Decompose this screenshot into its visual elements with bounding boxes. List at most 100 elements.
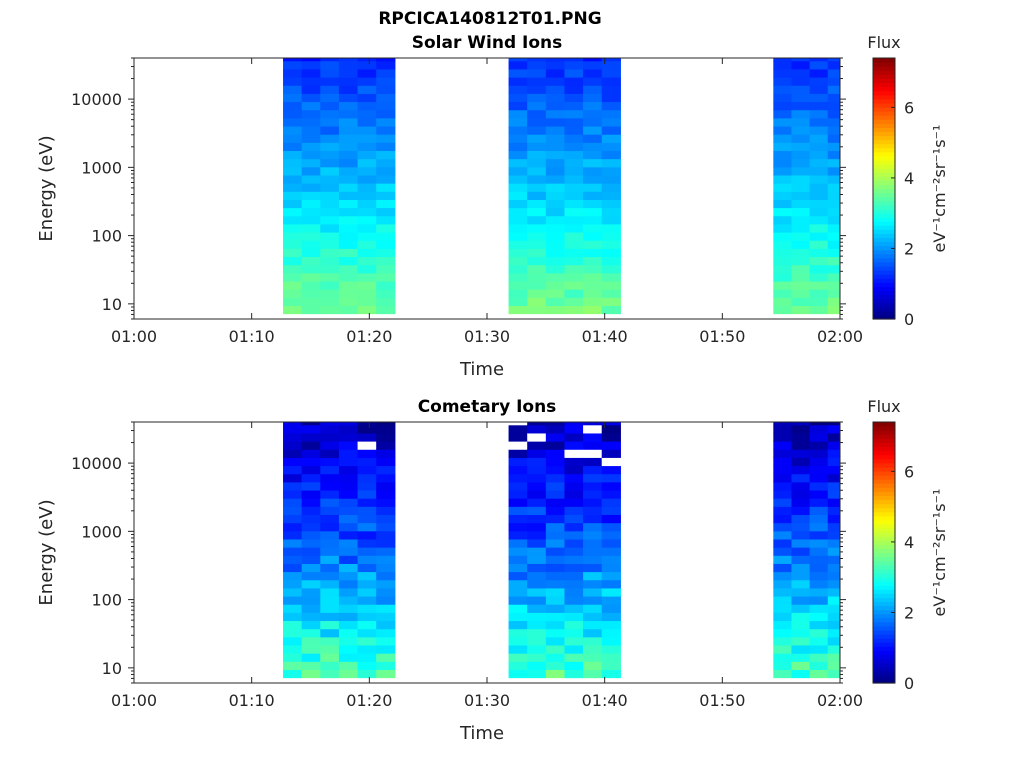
spectrogram-cell: [357, 101, 377, 111]
spectrogram-cell: [283, 68, 303, 78]
spectrogram-cell: [338, 489, 359, 499]
spectrogram-cell: [527, 240, 547, 249]
colorbar-segment: [873, 274, 895, 279]
spectrogram-cell: [583, 669, 603, 679]
spectrogram-cell: [601, 449, 621, 458]
spectrogram-cell: [527, 571, 547, 581]
spectrogram-cell: [601, 563, 621, 573]
spectrogram-cell: [564, 465, 584, 475]
spectrogram-cell: [773, 109, 793, 119]
spectrogram-cell: [809, 231, 829, 241]
spectrogram-cell: [564, 644, 584, 654]
spectrogram-cell: [773, 555, 793, 564]
spectrogram-cell: [320, 60, 340, 70]
spectrogram-cell: [601, 109, 621, 119]
spectrogram-cell: [827, 150, 840, 160]
spectrogram-cell: [338, 93, 359, 103]
spectrogram-cell: [357, 166, 377, 176]
x-tick-label: 01:30: [464, 691, 510, 710]
spectrogram-cell: [773, 424, 793, 434]
spectrogram-cell: [508, 240, 528, 249]
colorbar-segment: [873, 511, 895, 517]
spectrogram-cell: [773, 223, 793, 233]
colorbar-segment: [873, 487, 895, 492]
colorbar-segment: [873, 601, 895, 607]
spectrogram-cell: [601, 571, 621, 581]
spectrogram-cell: [545, 297, 566, 306]
spectrogram-cell: [357, 424, 377, 434]
colorbar-segment: [873, 241, 895, 247]
spectrogram-cell: [564, 101, 584, 111]
colorbar-segment: [873, 221, 895, 226]
spectrogram-cell: [508, 481, 528, 491]
spectrogram-cell: [338, 207, 359, 217]
spectrogram-cell: [376, 538, 396, 548]
spectrogram-cell: [283, 109, 303, 119]
colorbar-segment: [873, 249, 895, 255]
spectrogram-cell: [338, 571, 359, 581]
spectrogram-cell: [564, 223, 584, 233]
spectrogram-cell: [283, 150, 303, 160]
spectrogram-cell: [583, 272, 603, 282]
spectrogram-cell: [791, 215, 811, 225]
spectrogram-cell: [338, 424, 359, 434]
spectrogram-cell: [564, 109, 584, 119]
spectrogram-cell: [545, 465, 566, 475]
colorbar-segment: [873, 605, 895, 611]
spectrogram-cell: [376, 256, 396, 266]
colorbar-segment: [873, 589, 895, 594]
spectrogram-cell: [773, 473, 793, 483]
colorbar-segment: [873, 192, 895, 198]
colorbar-segment: [873, 564, 895, 570]
colorbar-segment: [873, 310, 895, 316]
spectrogram-cell: [376, 248, 396, 258]
spectrogram-cell: [827, 587, 840, 597]
spectrogram-cell: [564, 422, 584, 426]
spectrogram-cell: [601, 93, 621, 103]
spectrogram-cell: [508, 183, 528, 192]
spectrogram-cell: [601, 514, 621, 524]
spectrogram-cell: [773, 465, 793, 475]
colorbar-tick-label: 4: [904, 169, 914, 188]
colorbar-segment: [873, 233, 895, 239]
spectrogram-cell: [773, 142, 793, 152]
spectrogram-cell: [283, 183, 303, 192]
spectrogram-cell: [809, 77, 829, 86]
spectrogram-cell: [376, 432, 396, 442]
colorbar-segment: [873, 66, 895, 71]
spectrogram-cell: [773, 231, 793, 241]
spectrogram-cell: [827, 555, 840, 564]
x-tick-label: 01:00: [111, 327, 157, 346]
spectrogram-cell: [301, 644, 321, 654]
spectrogram-cell: [357, 587, 377, 597]
spectrogram-cell: [791, 85, 811, 94]
spectrogram-cell: [508, 644, 528, 654]
y-axis-label: Energy (eV): [36, 135, 57, 241]
spectrogram-cell: [338, 563, 359, 573]
spectrogram-cell: [283, 432, 303, 442]
spectrogram-cell: [301, 150, 321, 160]
spectrogram-cell: [320, 289, 340, 298]
spectrogram-cell: [773, 134, 793, 143]
spectrogram-cell: [338, 481, 359, 491]
spectrogram-cell: [601, 441, 621, 450]
spectrogram-cell: [301, 215, 321, 225]
spectrogram-cell: [809, 563, 829, 573]
spectrogram-cell: [791, 240, 811, 249]
spectrogram-cell: [508, 207, 528, 217]
spectrogram-cell: [527, 85, 547, 94]
colorbar-segment: [873, 581, 895, 586]
spectrogram-cell: [283, 264, 303, 274]
spectrogram-cell: [773, 264, 793, 274]
spectrogram-cell: [791, 644, 811, 654]
spectrogram-cell: [283, 305, 303, 315]
spectrogram-cell: [827, 473, 840, 483]
spectrogram-cell: [320, 538, 340, 548]
colorbar-segment: [873, 176, 895, 181]
spectrogram-cell: [773, 183, 793, 192]
spectrogram-cell: [338, 604, 359, 613]
spectrogram-cell: [357, 571, 377, 581]
spectrogram-cell: [320, 522, 340, 532]
spectrogram-cell: [376, 174, 396, 184]
colorbar-segment: [873, 670, 895, 676]
